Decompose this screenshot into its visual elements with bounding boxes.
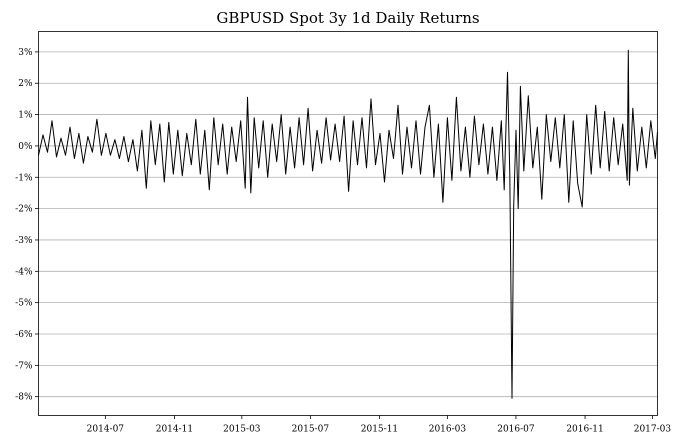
y-tick-label: 2% — [18, 79, 33, 89]
x-tick-label: 2015-07 — [292, 425, 330, 435]
y-tick-label: -4% — [15, 267, 33, 277]
x-tick-label: 2016-03 — [429, 425, 467, 435]
x-tick-label: 2015-11 — [361, 425, 398, 435]
horizontal-gridlines — [38, 51, 658, 398]
x-tick-label: 2016-07 — [497, 425, 535, 435]
y-tick-label: -5% — [15, 299, 33, 309]
y-tick-label: -3% — [15, 236, 33, 246]
plot-frame — [38, 31, 658, 416]
y-tick-label: 1% — [18, 111, 33, 121]
y-tick-label: 0% — [18, 142, 33, 152]
x-tick-label: 2015-03 — [223, 425, 261, 435]
y-axis-ticks: 3% 2% 1% 0% -1% -2% -3% -4% -5% -6% -7% -8% — [15, 48, 39, 403]
plot-area — [38, 49, 658, 399]
y-tick-label: -7% — [15, 361, 33, 371]
y-tick-label: 3% — [18, 48, 33, 58]
y-tick-label: -2% — [15, 205, 33, 215]
y-tick-label: -6% — [15, 330, 33, 340]
y-tick-label: -1% — [15, 173, 33, 183]
chart-title: GBPUSD Spot 3y 1d Daily Returns — [216, 9, 479, 27]
y-tick-label: -8% — [15, 393, 33, 403]
x-tick-label: 2017-03 — [634, 425, 672, 435]
series-line — [38, 49, 658, 399]
x-tick-label: 2014-11 — [156, 425, 193, 435]
x-axis-ticks: 2014-07 2014-11 2015-03 2015-07 2015-11 2016-… — [87, 415, 672, 435]
x-tick-label: 2016-11 — [566, 425, 603, 435]
x-tick-label: 2014-07 — [87, 425, 125, 435]
